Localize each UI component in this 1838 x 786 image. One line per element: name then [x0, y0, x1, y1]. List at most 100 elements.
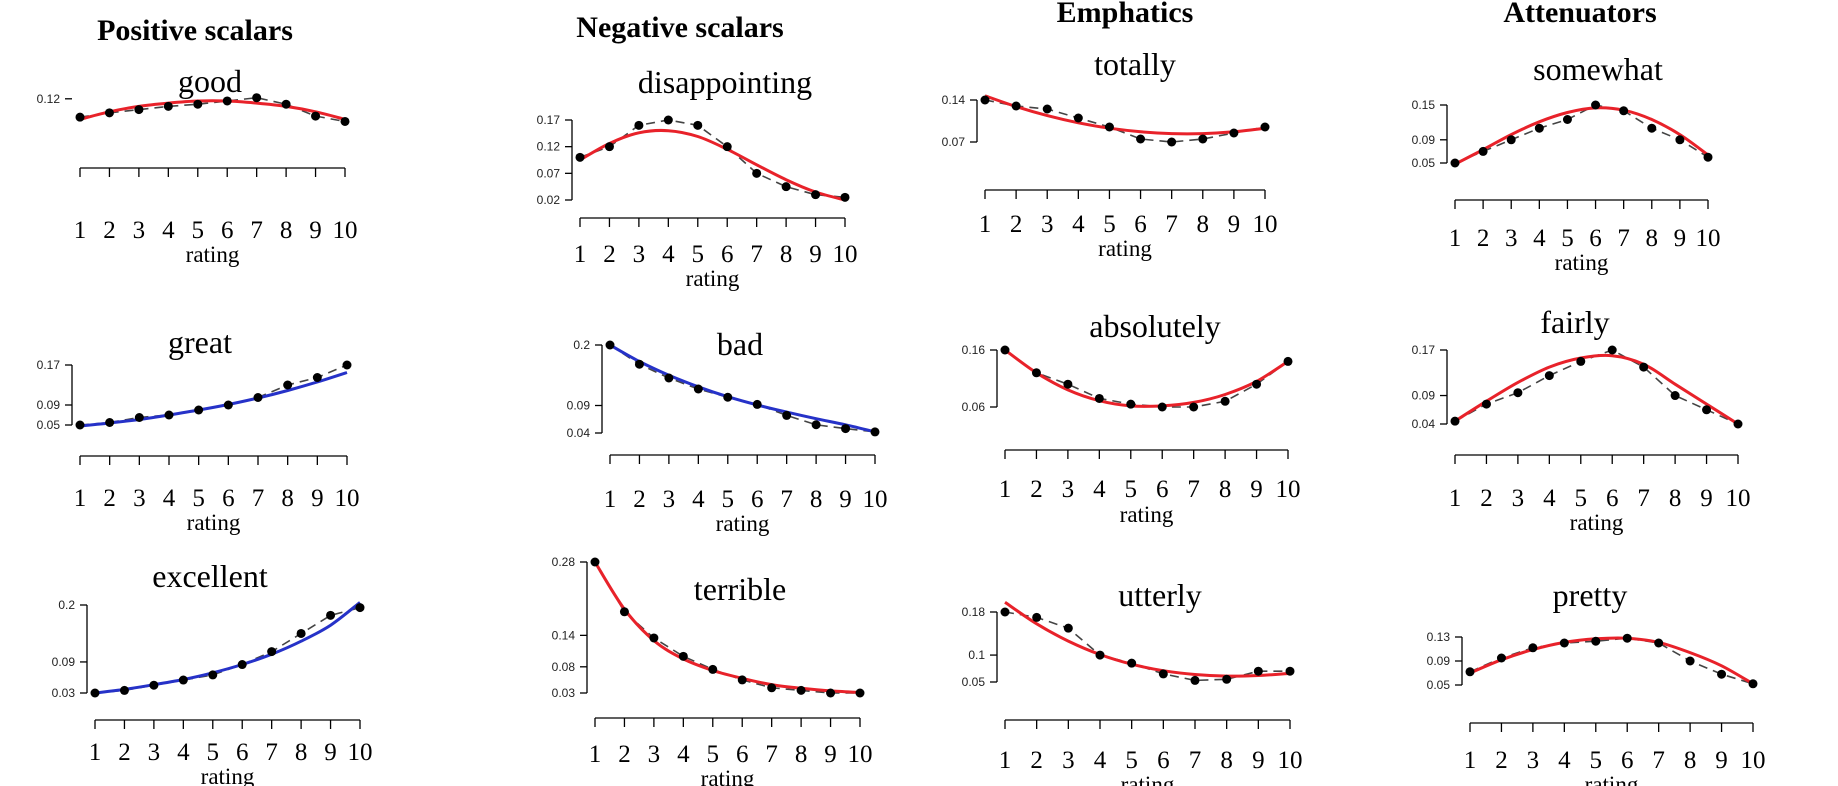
- fit-curve-disappointing: [579, 128, 846, 202]
- x-tick-label-good: 7: [250, 217, 263, 244]
- panel-terrible: terrible 0.28 0.14 0.08 0.03 1 2 3 4 5 6 7 8 9 10 ratin…: [552, 555, 873, 786]
- data-point-disappointing: [840, 192, 850, 202]
- observed-line-excellent: [94, 606, 361, 694]
- fit-curve-pretty: [1469, 636, 1754, 686]
- data-point-good: [104, 108, 114, 118]
- x-tick-label-utterly: 8: [1220, 747, 1233, 774]
- data-point-fairly: [1450, 416, 1460, 426]
- data-point-utterly: [1285, 666, 1295, 676]
- data-point-utterly: [1032, 612, 1042, 622]
- observed-line-great: [79, 364, 348, 426]
- x-tick-label-disappointing: 3: [633, 241, 646, 268]
- data-point-pretty: [1622, 633, 1632, 643]
- x-tick-label-bad: 6: [751, 486, 764, 513]
- column-heading-emphatics: Emphatics: [1057, 0, 1194, 29]
- data-point-fairly: [1576, 356, 1586, 366]
- panel-title-good: good: [178, 63, 242, 99]
- data-point-disappointing: [604, 142, 614, 152]
- x-tick-label-excellent: 3: [148, 739, 161, 766]
- data-point-excellent: [178, 675, 188, 685]
- data-point-good: [340, 116, 350, 126]
- data-point-utterly: [1127, 658, 1137, 668]
- x-tick-label-great: 10: [335, 485, 360, 512]
- data-point-utterly: [1095, 650, 1105, 660]
- x-tick-label-absolutely: 1: [999, 476, 1012, 503]
- data-point-totally: [1104, 122, 1114, 132]
- data-point-excellent: [237, 660, 247, 670]
- data-point-somewhat: [1675, 135, 1685, 145]
- data-point-great: [312, 373, 322, 382]
- data-point-somewhat: [1619, 106, 1629, 116]
- x-tick-label-good: 10: [333, 217, 358, 244]
- data-point-great: [164, 410, 174, 420]
- column-heading-attenuators: Attenuators: [1503, 0, 1656, 29]
- x-tick-label-fairly: 4: [1543, 485, 1556, 512]
- x-tick-label-pretty: 7: [1652, 747, 1665, 774]
- data-point-totally: [1136, 134, 1146, 144]
- panel-title-bad: bad: [717, 326, 763, 362]
- x-tick-label-absolutely: 3: [1062, 476, 1075, 503]
- data-point-bad: [693, 384, 703, 394]
- x-tick-label-terrible: 7: [765, 741, 778, 768]
- fit-curve-terrible: [593, 561, 861, 694]
- y-tick-label-terrible: 0.03: [552, 686, 576, 700]
- y-tick-label-totally: 0.07: [942, 135, 966, 149]
- panel-disappointing: disappointing 0.17 0.12 0.07 0.02 1 2 3 4 5 6 7 8 9 10…: [537, 64, 858, 291]
- x-tick-label-somewhat: 8: [1646, 225, 1659, 252]
- data-point-fairly: [1513, 388, 1523, 398]
- panel-title-excellent: excellent: [152, 558, 268, 594]
- data-point-utterly: [1158, 669, 1168, 679]
- panel-utterly: utterly 0.18 0.1 0.05 1 2 3 4 5 6 7 8 9 10 rating: [962, 577, 1303, 786]
- x-tick-label-disappointing: 4: [662, 241, 675, 268]
- data-point-excellent: [90, 688, 100, 698]
- data-point-pretty: [1591, 636, 1601, 646]
- x-axis-title-pretty: rating: [1585, 772, 1639, 786]
- data-point-bad: [605, 340, 615, 350]
- x-tick-label-somewhat: 2: [1477, 225, 1490, 252]
- x-tick-label-terrible: 4: [677, 741, 690, 768]
- y-tick-label-excellent: 0.09: [52, 655, 76, 669]
- y-tick-label-fairly: 0.17: [1412, 343, 1436, 357]
- data-point-pretty: [1685, 656, 1695, 666]
- fit-curve-utterly: [1004, 601, 1291, 678]
- data-point-excellent: [208, 670, 218, 680]
- data-point-disappointing: [575, 152, 585, 162]
- data-point-excellent: [267, 647, 277, 657]
- panel-great: great 0.17 0.09 0.05 1 2 3 4 5 6 7 8 9 10 rating: [37, 324, 360, 535]
- data-point-bad: [811, 420, 821, 430]
- data-point-good: [134, 105, 144, 115]
- panel-title-pretty: pretty: [1553, 577, 1628, 613]
- x-tick-label-totally: 8: [1197, 211, 1210, 238]
- x-tick-label-excellent: 7: [265, 739, 278, 766]
- panel-title-disappointing: disappointing: [638, 64, 812, 100]
- panel-title-utterly: utterly: [1118, 577, 1202, 613]
- x-tick-label-somewhat: 1: [1449, 225, 1462, 252]
- data-point-somewhat: [1478, 146, 1488, 156]
- data-point-totally: [1073, 113, 1083, 123]
- x-tick-label-utterly: 1: [999, 747, 1012, 774]
- y-tick-label-utterly: 0.18: [962, 605, 986, 619]
- y-tick-label-disappointing: 0.12: [537, 140, 561, 154]
- x-tick-label-bad: 2: [633, 486, 646, 513]
- data-point-fairly: [1544, 371, 1554, 381]
- y-tick-label-bad: 0.2: [573, 338, 590, 352]
- x-tick-label-great: 6: [222, 485, 235, 512]
- x-tick-label-good: 9: [309, 217, 322, 244]
- fit-curve-somewhat: [1454, 106, 1709, 166]
- data-point-pretty: [1559, 638, 1569, 648]
- data-point-fairly: [1702, 405, 1712, 415]
- data-point-good: [281, 99, 291, 109]
- data-point-excellent: [296, 628, 306, 638]
- data-point-utterly: [1253, 666, 1263, 676]
- x-axis-title-utterly: rating: [1121, 772, 1175, 786]
- x-tick-label-pretty: 2: [1495, 747, 1508, 774]
- x-tick-label-terrible: 8: [795, 741, 808, 768]
- panel-somewhat: somewhat 0.15 0.09 0.05 1 2 3 4 5 6 7 8 9 10 rating: [1412, 51, 1721, 275]
- data-point-terrible: [619, 607, 629, 617]
- data-point-great: [223, 400, 233, 410]
- y-tick-label-great: 0.05: [37, 418, 61, 432]
- data-point-terrible: [767, 683, 777, 693]
- data-point-terrible: [855, 688, 865, 698]
- x-tick-label-fairly: 2: [1480, 485, 1493, 512]
- x-tick-label-totally: 9: [1228, 211, 1241, 238]
